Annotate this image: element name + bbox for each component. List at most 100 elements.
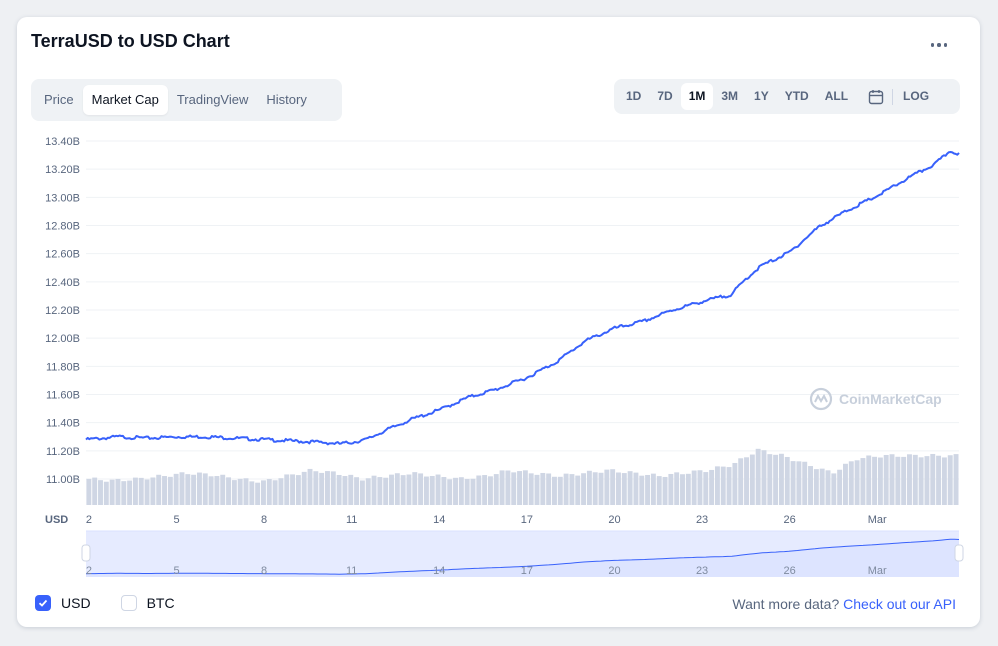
tab-tradingview[interactable]: TradingView	[176, 92, 249, 107]
volume-bar	[435, 474, 441, 505]
y-tick-label: 12.60B	[45, 249, 80, 261]
volume-bar	[749, 454, 755, 505]
volume-bar	[255, 482, 261, 505]
volume-bar	[907, 454, 912, 505]
y-tick-label: 13.20B	[45, 164, 80, 176]
more-options-icon[interactable]	[927, 35, 951, 55]
volume-bar	[220, 474, 226, 505]
range-7d[interactable]: 7D	[657, 89, 673, 103]
y-tick-label: 11.80B	[46, 361, 80, 373]
range-3m[interactable]: 3M	[721, 89, 739, 103]
currency-legend: USD BTC	[35, 595, 205, 611]
volume-bar	[930, 453, 936, 505]
volume-bar	[837, 469, 843, 505]
volume-bar	[458, 477, 464, 505]
volume-bar	[866, 455, 872, 505]
volume-bar	[389, 474, 394, 505]
range-1d[interactable]: 1D	[626, 89, 642, 103]
volume-bar	[249, 481, 255, 505]
volume-bar	[266, 479, 272, 505]
navigator-right-handle[interactable]	[954, 544, 964, 562]
volume-bar	[441, 477, 447, 505]
x-tick-label: 8	[261, 514, 267, 526]
x-tick-label: 23	[696, 514, 708, 526]
volume-bar	[423, 476, 429, 505]
x-tick-label: 2	[86, 514, 92, 526]
volume-bar	[499, 470, 505, 505]
volume-bar	[895, 456, 901, 505]
navigator-line	[85, 538, 960, 575]
volume-bar	[115, 478, 121, 505]
volume-bar	[604, 469, 610, 505]
log-scale-toggle[interactable]: LOG	[903, 89, 930, 103]
volume-bar	[528, 473, 534, 505]
volume-bar	[784, 456, 790, 505]
volume-bar	[755, 448, 761, 505]
api-promo-text: Want more data?	[732, 596, 840, 612]
chart-title: TerraUSD to USD Chart	[31, 31, 230, 51]
range-1m[interactable]: 1M	[680, 83, 714, 110]
navigator-left-handle[interactable]	[81, 544, 91, 562]
usd-checkbox[interactable]	[35, 595, 51, 611]
volume-bar	[534, 474, 540, 505]
volume-bar	[226, 477, 231, 505]
volume-bar	[156, 474, 162, 505]
volume-bar	[348, 474, 354, 505]
volume-bar	[808, 466, 813, 505]
volume-bar	[301, 471, 307, 505]
volume-bar	[645, 474, 651, 505]
btc-checkbox[interactable]	[120, 595, 137, 611]
time-range-selector: 1D 7D 1M 3M 1Y YTD ALL LOG	[614, 79, 960, 114]
volume-bar	[889, 454, 895, 505]
volume-bar	[714, 466, 720, 505]
volume-bar	[610, 469, 616, 505]
volume-bar	[744, 457, 749, 505]
volume-bar	[581, 473, 587, 505]
volume-bar	[167, 476, 173, 505]
market-cap-chart[interactable]: 13.40B 13.20B 13.00B 12.80B 12.60B 12.40B 12.2…	[17, 17, 980, 577]
volume-bar	[941, 457, 947, 505]
volume-bar	[196, 472, 202, 505]
api-link[interactable]: Check out our API	[843, 596, 956, 612]
volume-bar	[627, 471, 633, 505]
tab-market-cap[interactable]: Market Cap	[82, 85, 168, 115]
volume-bar	[813, 469, 819, 505]
volume-bar	[726, 467, 732, 505]
volume-bar	[121, 481, 127, 505]
x-tick-label: 20	[608, 514, 620, 526]
range-ytd[interactable]: YTD	[784, 89, 809, 103]
volume-bar	[307, 468, 313, 505]
volume-bar	[656, 476, 662, 505]
legend-btc[interactable]: BTC	[120, 595, 175, 611]
volume-bar	[912, 454, 918, 505]
range-1y[interactable]: 1Y	[754, 89, 769, 103]
y-tick-label: 11.00B	[46, 474, 80, 486]
tab-price[interactable]: Price	[44, 92, 74, 107]
tab-history[interactable]: History	[266, 92, 307, 107]
volume-bar	[150, 477, 156, 505]
volume-bar	[162, 476, 167, 505]
volume-bar	[546, 473, 552, 505]
volume-bar	[231, 480, 237, 505]
navigator-tick-label: 17	[521, 565, 533, 577]
volume-bar	[98, 480, 103, 505]
volume-bar	[272, 480, 278, 505]
volume-bar	[557, 476, 563, 505]
calendar-icon[interactable]	[862, 83, 890, 110]
x-tick-label: 5	[173, 514, 179, 526]
navigator-tick-label: 11	[346, 565, 357, 577]
volume-bar	[127, 480, 133, 505]
x-tick-label: 14	[433, 514, 445, 526]
volume-bar	[371, 475, 377, 505]
y-tick-label: 11.20B	[46, 446, 80, 458]
volume-bar	[924, 456, 930, 505]
volume-bar	[359, 480, 365, 505]
volume-bar	[342, 476, 348, 505]
volume-bar	[179, 472, 185, 505]
legend-usd-label: USD	[61, 595, 91, 611]
y-tick-label: 12.00B	[45, 333, 80, 345]
volume-bar	[365, 478, 371, 505]
legend-usd[interactable]: USD	[35, 595, 91, 611]
range-all[interactable]: ALL	[824, 89, 849, 103]
volume-bar	[767, 454, 773, 505]
